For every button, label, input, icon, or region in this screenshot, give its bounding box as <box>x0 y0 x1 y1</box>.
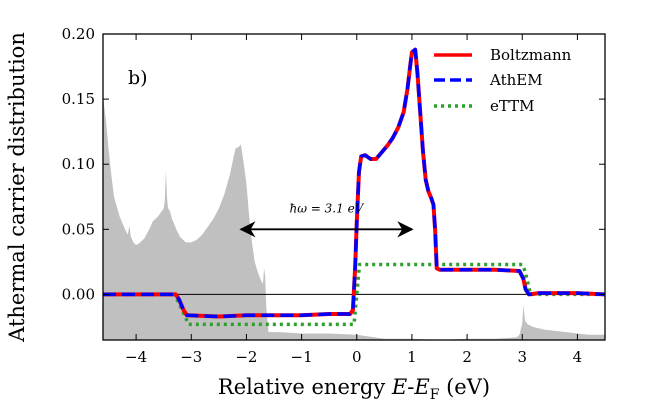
x-tick-label: 0 <box>352 348 362 366</box>
x-tick-label: −1 <box>291 348 313 366</box>
y-tick-label: 0.20 <box>62 25 95 43</box>
y-axis: 0.00 0.05 0.10 0.15 0.20 <box>62 25 605 303</box>
series-line-athem <box>103 47 605 319</box>
x-axis-title-var2: E <box>413 375 429 399</box>
x-tick-label: 2 <box>462 348 472 366</box>
x-axis-title-var: E <box>391 375 407 399</box>
legend-label-boltzmann: Boltzmann <box>490 46 572 64</box>
x-axis: −4 −3 −2 −1 0 1 2 3 4 <box>125 34 582 366</box>
plot-area <box>103 47 605 340</box>
photon-energy-label: ħω = 3.1 eV <box>289 201 364 215</box>
y-axis-title: Athermal carrier distribution <box>5 32 29 343</box>
x-axis-title-dash: - <box>407 375 414 399</box>
y-tick-label: 0.10 <box>62 155 95 173</box>
y-tick-label: 0.05 <box>62 220 95 238</box>
x-tick-label: −4 <box>125 348 147 366</box>
x-tick-label: −2 <box>235 348 257 366</box>
panel-label: b) <box>128 67 148 89</box>
x-axis-title-sub: F <box>430 387 440 403</box>
x-axis-title: Relative energy E-EF (eV) <box>218 375 490 403</box>
y-tick-label: 0.15 <box>62 90 95 108</box>
legend: Boltzmann AthEM eTTM <box>434 46 572 115</box>
y-tick-label: 0.00 <box>62 285 95 303</box>
dos-shaded-area <box>103 96 605 340</box>
x-axis-title-suffix: (eV) <box>439 375 490 399</box>
x-tick-label: 4 <box>573 348 583 366</box>
legend-label-athem: AthEM <box>489 71 543 89</box>
plot-frame <box>102 33 606 341</box>
x-tick-label: 1 <box>407 348 417 366</box>
legend-label-ettm: eTTM <box>490 97 535 115</box>
x-axis-title-prefix: Relative energy <box>218 375 392 399</box>
x-tick-label: 3 <box>517 348 527 366</box>
x-tick-label: −3 <box>180 348 202 366</box>
